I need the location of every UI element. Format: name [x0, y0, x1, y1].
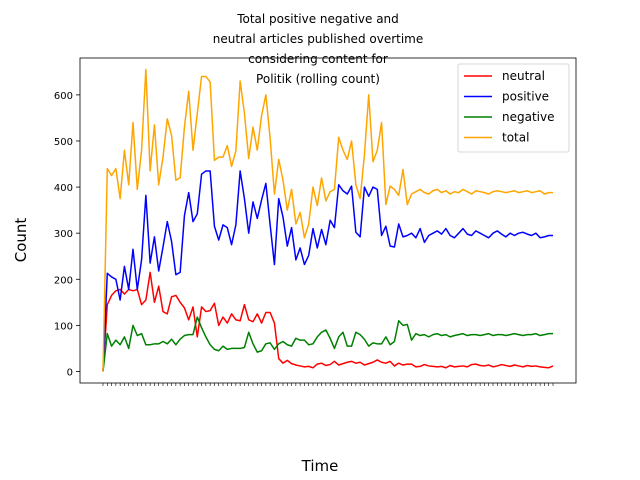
x-axis-label: Time — [301, 457, 339, 475]
y-tick-label: 0 — [67, 367, 73, 378]
chart-title-line-2: neutral articles published overtime — [213, 32, 424, 46]
y-tick-label: 100 — [54, 321, 73, 332]
series-line-total — [102, 68, 553, 372]
y-axis-label: Count — [12, 218, 30, 263]
y-tick-label: 600 — [54, 91, 73, 102]
series-line-negative — [102, 316, 553, 372]
chart-title-line-3: considering content for — [248, 52, 388, 66]
plot-area: 0 100 200 300 400 500 600 — [54, 57, 577, 386]
legend-label-negative: negative — [502, 110, 554, 124]
legend: neutral positive negative total — [457, 63, 570, 153]
legend-label-total: total — [502, 131, 529, 145]
chart-title-line-4: Politik (rolling count) — [256, 72, 380, 86]
chart-title-line-1: Total positive negative and — [236, 12, 399, 26]
y-tick-label: 400 — [54, 183, 73, 194]
legend-box — [457, 63, 570, 153]
legend-label-positive: positive — [502, 90, 549, 104]
y-tick-label: 300 — [54, 229, 73, 240]
chart-title: Total positive negative and neutral arti… — [213, 12, 424, 86]
legend-label-neutral: neutral — [502, 69, 545, 83]
y-tick-label: 200 — [54, 275, 73, 286]
series-line-positive — [102, 170, 553, 372]
y-tick-label: 500 — [54, 137, 73, 148]
plot-frame — [79, 57, 577, 384]
series-line-neutral — [102, 271, 554, 372]
